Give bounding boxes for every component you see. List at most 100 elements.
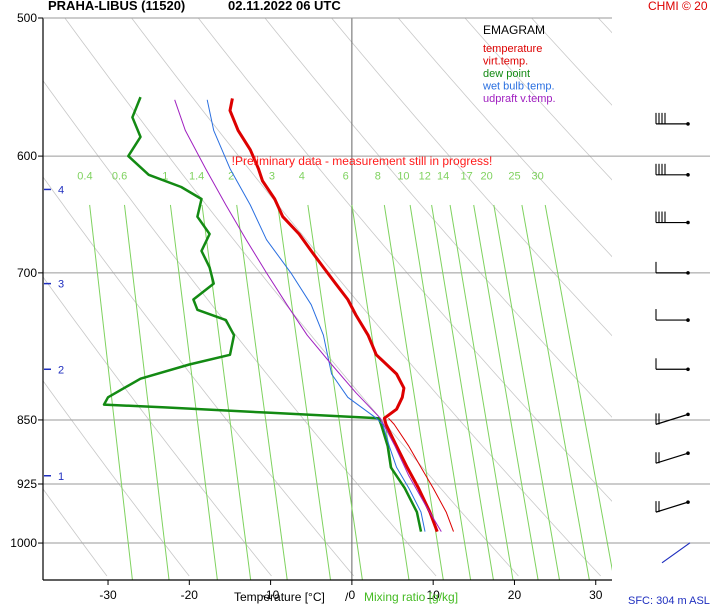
mixing-ratio-tick-label: 1.4 (189, 170, 204, 182)
height-marker-label: 4 (58, 184, 64, 196)
mixing-ratio-line (236, 204, 288, 580)
wind-barb (661, 542, 691, 564)
wind-barb-staff (661, 542, 691, 564)
mixing-ratio-tick-label: 1 (162, 170, 168, 182)
preliminary-warning: !Preliminary data - measurement still in… (232, 154, 493, 168)
wind-barb-station (686, 451, 690, 456)
x-tick-label: -30 (99, 588, 117, 602)
x-tick-label: 10 (426, 588, 440, 602)
mixing-ratio-line (307, 204, 363, 580)
mixing-ratio-line (169, 204, 218, 580)
credit-text: CHMI © 20 (648, 0, 708, 13)
height-marker-label: 1 (58, 471, 64, 483)
mixing-ratio-tick-label: 2 (228, 170, 234, 182)
wind-barb (655, 451, 690, 464)
mixing-ratio-layer: 0.4 0.6 1 1.4 2 3 4 6 8 10 12 14 17 20 25 30 (77, 170, 612, 580)
dry-adiabat-line (264, 18, 612, 418)
x-axis-label-separator: / (345, 590, 349, 604)
mixing-ratio-line (473, 204, 539, 580)
legend-item: udpraft v.temp. (483, 93, 556, 105)
wind-barbs-layer (655, 112, 691, 564)
mixing-ratio-line (123, 204, 170, 580)
dry-adiabat-line (43, 276, 272, 577)
height-marker-label: 2 (58, 364, 64, 376)
mixing-ratio-line (431, 204, 494, 580)
y-tick-label: 925 (17, 477, 37, 491)
sounding-datetime: 02.11.2022 06 UTC (228, 0, 341, 13)
y-tick-label: 500 (17, 11, 37, 25)
grid-layer (43, 18, 710, 580)
wind-barb-station (686, 412, 690, 417)
mixing-ratio-tick-label: 4 (299, 170, 305, 182)
x-tick-label: 30 (589, 588, 603, 602)
mixing-ratio-tick-label: 12 (419, 170, 431, 182)
x-tick-label: 0 (349, 588, 356, 602)
wind-barb (655, 211, 690, 225)
wind-barb-station (686, 122, 690, 126)
x-tick-label: -20 (181, 588, 199, 602)
wind-barb-station (686, 367, 690, 372)
legend-item: temperature (483, 43, 542, 55)
mixing-ratio-tick-label: 3 (269, 170, 275, 182)
legend-item: wet bulb temp. (482, 81, 555, 93)
dry-adiabat-line (331, 18, 612, 337)
mixing-ratio-tick-label: 25 (508, 170, 520, 182)
y-tick-label: 850 (17, 413, 37, 427)
wind-barb-staff (655, 501, 689, 513)
dry-adiabat-line (464, 18, 612, 181)
x-axis-label-temperature: Temperature [°C] (234, 590, 325, 604)
series-virt-temp-line (388, 417, 454, 532)
wind-barb-staff (655, 452, 689, 464)
mixing-ratio-line (201, 204, 252, 580)
series-udpraft-v-temp-line (174, 99, 442, 532)
wind-barb-staff (655, 413, 689, 425)
mixing-ratio-line (277, 204, 332, 580)
mixing-ratio-lines (89, 204, 612, 580)
mixing-ratio-tick-label: 20 (480, 170, 492, 182)
wind-barb (655, 412, 690, 425)
wind-barb-station (686, 318, 690, 322)
y-tick-label: 600 (17, 149, 37, 163)
dry-adiabat-line (598, 18, 612, 34)
mixing-ratio-line (521, 204, 590, 580)
wind-barb (655, 163, 690, 177)
dry-adiabat-line (131, 18, 601, 577)
surface-elevation: SFC: 304 m ASL (628, 595, 710, 607)
mixing-ratio-tick-label: 30 (532, 170, 544, 182)
dry-adiabat-line (43, 176, 355, 577)
mixing-ratio-tick-label: 17 (461, 170, 473, 182)
wind-barb (655, 261, 690, 275)
dry-adiabat-line (43, 380, 190, 577)
dry-adiabat-line (64, 18, 519, 577)
y-tick-label: 700 (17, 266, 37, 280)
wind-barb-station (686, 220, 690, 225)
mixing-ratio-line (351, 204, 410, 580)
mixing-ratio-tick-label: 0.4 (77, 170, 92, 182)
series-wet-bulb-temp-line (206, 99, 426, 532)
mixing-ratio-tick-label: 10 (397, 170, 409, 182)
series-dew-point-line (102, 96, 423, 532)
dry-adiabat-line (43, 79, 437, 577)
dry-adiabat-line (43, 488, 108, 577)
wind-barb (655, 309, 690, 322)
mixing-ratio-line (409, 204, 472, 580)
x-axis-label-mixing-ratio: Mixing ratio [g/kg] (364, 590, 458, 604)
wind-barb-station (686, 500, 690, 504)
mixing-ratio-tick-label: 6 (343, 170, 349, 182)
mixing-ratio-line (493, 204, 560, 580)
legend-item: virt.temp. (483, 56, 528, 68)
chart-title: EMAGRAM (483, 23, 545, 37)
mixing-ratio-tick-label: 14 (437, 170, 449, 182)
y-tick-label: 1000 (10, 536, 37, 550)
series-temperature-line (228, 98, 439, 533)
dry-adiabats (43, 18, 612, 577)
x-tick-label: -10 (262, 588, 280, 602)
legend-item: dew point (483, 68, 530, 80)
dry-adiabat-line (197, 18, 612, 502)
series-layer (102, 96, 454, 533)
wind-barb (655, 500, 690, 513)
x-tick-label: 20 (508, 588, 522, 602)
